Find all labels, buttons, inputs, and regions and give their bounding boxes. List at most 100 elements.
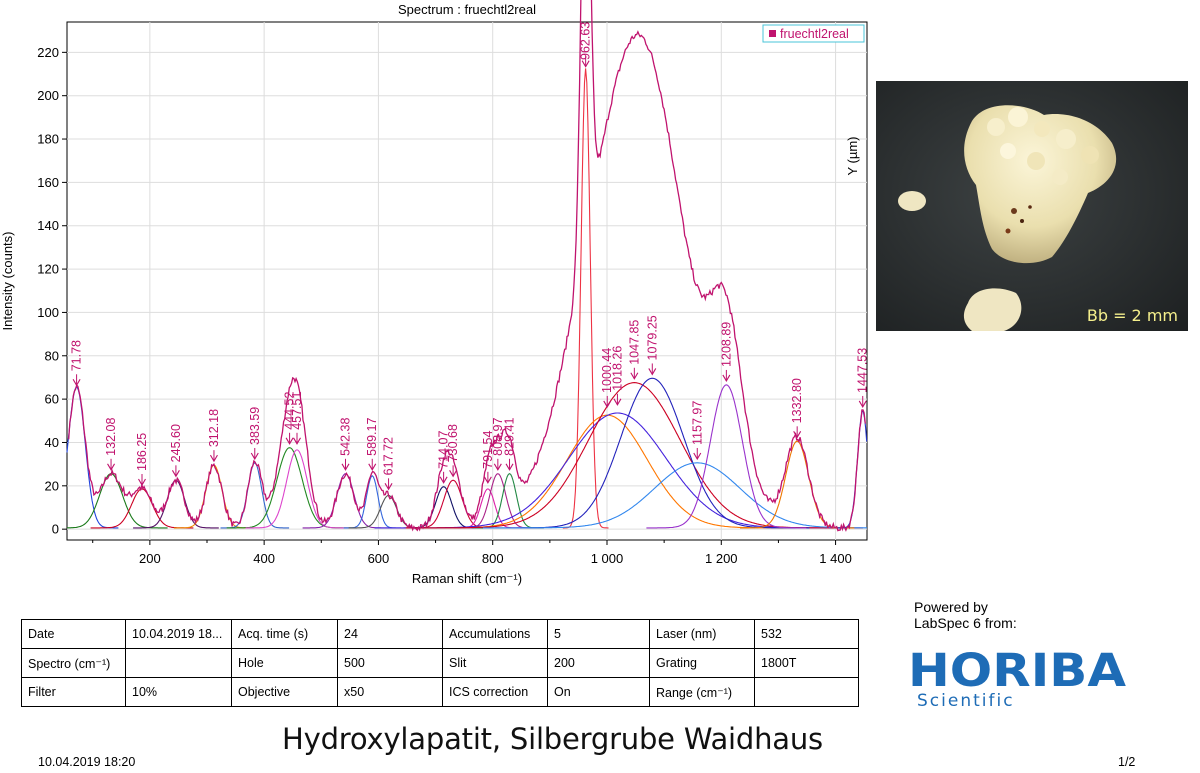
parameter-value: 532: [754, 619, 859, 649]
peak-label: 312.18: [207, 409, 221, 447]
parameter-label: Grating: [649, 648, 755, 678]
peak-label: 1047.85: [627, 320, 641, 365]
peak-arrowhead: [493, 463, 502, 471]
peak-arrowhead: [341, 463, 350, 471]
peak-arrowhead: [858, 400, 867, 409]
parameter-value: [754, 677, 859, 707]
parameter-value: x50: [337, 677, 443, 707]
spectrum-chart: Spectrum : fruechtl2real 71.78 132.08 186.…: [0, 0, 870, 586]
parameter-value: 500: [337, 648, 443, 678]
peak-label: 71.78: [70, 340, 84, 371]
y-tick-label: 220: [37, 45, 59, 60]
peak-arrowhead: [171, 470, 180, 478]
peak-label: 1000.44: [600, 348, 614, 393]
peak-arrowhead: [293, 437, 301, 445]
measured-spectrum: [68, 0, 866, 532]
specimen-image: Bb = 2 mm: [876, 81, 1188, 331]
peak-arrowhead: [613, 398, 622, 406]
y-tick-label: 0: [52, 522, 59, 537]
parameter-value: 10.04.2019 18...: [125, 619, 232, 649]
fit-component-curve: [133, 479, 219, 529]
grid-lines: [67, 22, 867, 540]
peak-arrowhead: [368, 463, 377, 471]
fit-component-curve: [245, 449, 349, 529]
fit-component-curve: [483, 462, 867, 529]
peak-arrowhead: [603, 400, 612, 409]
y-axis-label: Intensity (counts): [0, 232, 15, 331]
x-tick-label: 800: [482, 551, 504, 566]
peak-labels: 71.78 132.08 186.25 245.60 312.18 383.59 444.5…: [70, 22, 870, 491]
parameter-label: Accumulations: [442, 619, 548, 649]
peak-label: 1447.53: [856, 348, 870, 393]
peak-label: 714.07: [437, 431, 451, 469]
x-tick-label: 600: [368, 551, 390, 566]
y-tick-label: 200: [37, 88, 59, 103]
peak-label: 132.08: [104, 418, 118, 456]
powered-by-text: Powered by LabSpec 6 from:: [914, 599, 1017, 631]
peak-label: 962.63: [579, 22, 593, 60]
spectrum-line: [68, 0, 866, 532]
peak-label: 791.54: [481, 431, 495, 469]
parameter-row: Spectro (cm⁻¹) Hole 500 Slit 200 Grating 1800T: [21, 648, 859, 678]
peak-label: 1157.97: [690, 401, 704, 445]
y-tick-label: 180: [37, 132, 59, 147]
peak-label: 1018.26: [610, 346, 624, 391]
peak-arrowhead: [483, 476, 492, 484]
legend-box: [762, 24, 865, 43]
peak-label: 542.38: [339, 418, 353, 456]
horiba-logo-text: HORIBA: [908, 644, 1126, 697]
peak-label: 730.68: [446, 424, 460, 462]
peak-label: 808.97: [491, 418, 505, 456]
horiba-logo: HORIBA Scientific: [908, 644, 1126, 711]
peak-label: 589.17: [365, 418, 379, 456]
y-axis-ticks: 0 20 40 60 80 100 120 140 160 180 200 220: [37, 45, 67, 537]
parameter-label: Acq. time (s): [231, 619, 338, 649]
peak-label: 829.41: [503, 418, 517, 456]
parameter-value: 24: [337, 619, 443, 649]
legend-entry: fruechtl2real: [780, 27, 849, 41]
parameter-value: 1800T: [754, 648, 859, 678]
y-tick-label: 40: [45, 435, 59, 450]
y-tick-label: 100: [37, 305, 59, 320]
acquisition-parameters-table: Date 10.04.2019 18... Acq. time (s) 24 Accum…: [21, 619, 859, 707]
peak-arrowhead: [138, 478, 146, 487]
peak-arrowhead: [648, 368, 657, 376]
x-axis-label: Raman shift (cm⁻¹): [412, 571, 522, 586]
parameter-label: Objective: [231, 677, 338, 707]
fit-component-curve: [646, 384, 807, 529]
parameter-row: Date 10.04.2019 18... Acq. time (s) 24 Accum…: [21, 619, 859, 649]
chart-title: Spectrum : fruechtl2real: [398, 2, 536, 17]
peak-arrowhead: [384, 483, 393, 491]
parameter-value: 200: [547, 648, 650, 678]
parameter-value: 5: [547, 619, 650, 649]
legend-swatch: [769, 30, 776, 37]
x-tick-label: 400: [253, 551, 275, 566]
y-tick-label: 160: [37, 175, 59, 190]
peak-arrowhead: [449, 470, 458, 478]
footer-date: 10.04.2019 18:20: [38, 755, 136, 769]
y-tick-label: 120: [37, 262, 59, 277]
peak-label: 457.51: [290, 392, 304, 430]
y-tick-label: 20: [45, 478, 59, 493]
parameter-label: Slit: [442, 648, 548, 678]
report-title: Hydroxylapatit, Silbergrube Waidhaus: [282, 722, 823, 756]
parameter-label: Date: [21, 619, 126, 649]
peak-arrowhead: [72, 379, 81, 387]
peak-arrowhead: [505, 463, 514, 471]
horiba-logo-subtext: Scientific: [917, 691, 1015, 711]
x-tick-label: 1 000: [591, 551, 624, 566]
peak-arrowhead: [793, 431, 802, 439]
specimen-photo: Bb = 2 mm: [876, 81, 1188, 331]
footer-page-number: 1/2: [1118, 755, 1136, 769]
side-axis-label: Y (µm): [845, 136, 860, 175]
peak-arrowhead: [722, 374, 731, 383]
peak-arrowhead: [439, 476, 448, 484]
peak-label: 617.72: [382, 437, 396, 475]
peak-arrowhead: [693, 452, 702, 461]
y-tick-label: 60: [45, 392, 59, 407]
x-tick-label: 200: [139, 551, 161, 566]
peak-arrowhead: [630, 372, 639, 380]
fit-component-curve: [562, 68, 609, 529]
peak-label: 1332.80: [790, 378, 804, 423]
peak-label: 1208.89: [719, 322, 733, 367]
